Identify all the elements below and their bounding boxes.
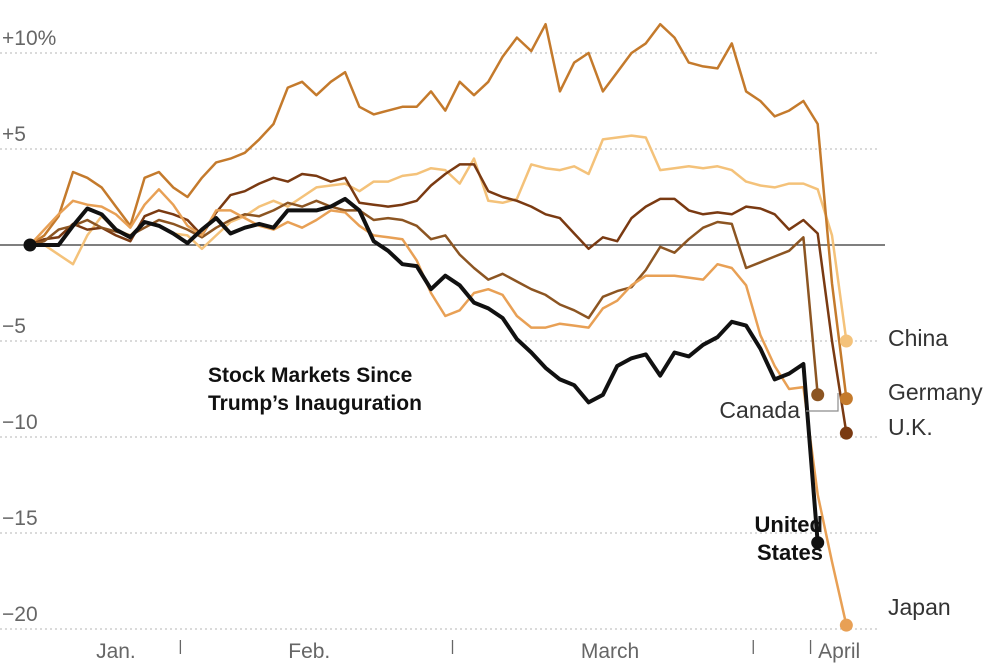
chart-title-line: Stock Markets Since [208, 364, 412, 387]
series-label-line: United [755, 512, 823, 537]
end-marker-china [839, 334, 853, 348]
y-tick-label: +5 [2, 123, 26, 146]
end-marker-japan [839, 618, 853, 632]
x-axis: Jan. Feb. March April [96, 640, 860, 663]
series-label-u-k-: U.K. [888, 414, 933, 440]
series-lines [28, 22, 848, 627]
series-label-line: Canada [719, 397, 800, 423]
chart-title-line: Trump’s Inauguration [208, 392, 422, 415]
month-label: March [581, 640, 639, 663]
series-label-canada: Canada [719, 397, 800, 423]
series-line-u-k- [28, 163, 848, 435]
end-marker-united-states [811, 536, 825, 550]
end-marker-germany [839, 392, 853, 406]
series-end-markers [23, 238, 853, 632]
series-label-line: Japan [888, 594, 951, 620]
series-line-canada [28, 199, 819, 397]
month-label: Jan. [96, 640, 136, 663]
canada-leader-line [806, 393, 839, 412]
end-marker-canada [811, 388, 825, 402]
y-axis-ticks: +10% +5 −5 −10 −15 −20 [2, 27, 56, 626]
chart-title: Stock Markets Since Trump’s Inauguration [208, 364, 422, 415]
series-label-china: China [888, 325, 948, 351]
month-label: April [818, 640, 860, 663]
series-line-japan [28, 188, 848, 627]
y-tick-label: +10% [2, 27, 56, 50]
y-tick-label: −5 [2, 315, 26, 338]
gridlines [0, 52, 880, 630]
series-label-line: Germany [888, 379, 983, 405]
y-tick-label: −10 [2, 411, 38, 434]
y-tick-label: −20 [2, 603, 38, 626]
series-label-japan: Japan [888, 594, 951, 620]
series-label-united-states: United States [755, 512, 823, 565]
y-tick-label: −15 [2, 507, 38, 530]
chart-title-text: Stock Markets Since Trump’s Inauguration [208, 364, 422, 415]
series-line-united-states [28, 196, 820, 545]
series-label-germany: Germany [888, 379, 983, 405]
series-label-line: China [888, 325, 948, 351]
series-label-line: States [757, 540, 823, 565]
series-label-line: U.K. [888, 414, 933, 440]
start-marker [23, 238, 37, 252]
series-labels: China Germany U.K. Canada Japan United States [719, 325, 983, 620]
end-marker-u-k- [839, 426, 853, 440]
series-line-germany [28, 22, 848, 400]
month-label: Feb. [288, 640, 330, 663]
